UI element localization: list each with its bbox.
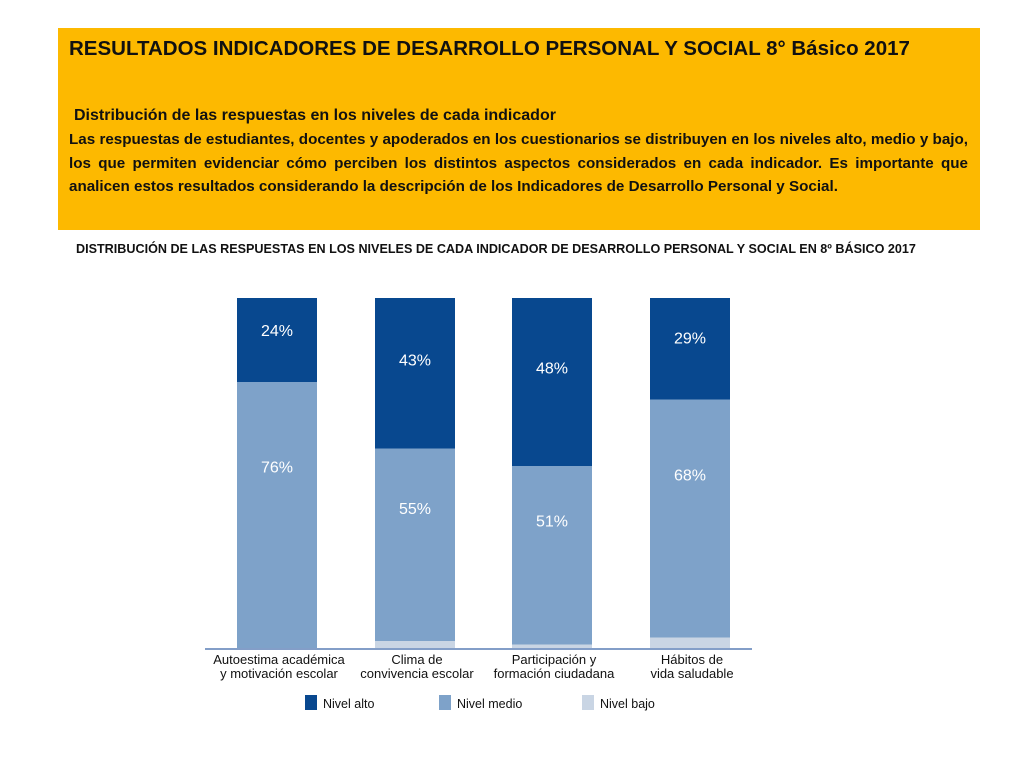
data-label-nivel-medio-4: 68% — [674, 467, 706, 484]
page-title: RESULTADOS INDICADORES DE DESARROLLO PER… — [69, 37, 910, 60]
bar-nivel-alto-3 — [512, 298, 592, 466]
category-label-4-line-2: vida saludable — [650, 666, 733, 681]
bar-nivel-alto-4 — [650, 298, 730, 400]
data-label-nivel-medio-2: 55% — [399, 501, 431, 518]
legend-label-nivel-alto: Nivel alto — [323, 697, 374, 711]
data-label-nivel-alto-2: 43% — [399, 353, 431, 370]
category-label-4-line-1: Hábitos de — [661, 652, 723, 667]
bar-nivel-medio-4 — [650, 399, 730, 638]
category-label-2-line-1: Clima de — [391, 652, 442, 667]
section-subtitle: Distribución de las respuestas en los ni… — [74, 107, 556, 124]
category-label-3-line-2: formación ciudadana — [494, 666, 615, 681]
legend-label-nivel-medio: Nivel medio — [457, 697, 522, 711]
bar-nivel-medio-3 — [512, 466, 592, 645]
bar-nivel-bajo-3 — [512, 644, 592, 648]
legend-swatch-nivel-alto — [305, 695, 317, 710]
data-label-nivel-alto-3: 48% — [536, 361, 568, 378]
bar-nivel-alto-1 — [237, 298, 317, 382]
bar-nivel-alto-2 — [375, 298, 455, 449]
bar-nivel-medio-1 — [237, 382, 317, 648]
category-label-2-line-2: convivencia escolar — [360, 666, 474, 681]
data-label-nivel-alto-4: 29% — [674, 331, 706, 348]
intro-paragraph: Las respuestas de estudiantes, docentes … — [69, 131, 968, 195]
legend-swatch-nivel-medio — [439, 695, 451, 710]
header-box: RESULTADOS INDICADORES DE DESARROLLO PER… — [58, 28, 980, 230]
data-label-nivel-medio-1: 76% — [261, 459, 293, 476]
bar-nivel-bajo-4 — [650, 637, 730, 648]
bar-nivel-bajo-2 — [375, 641, 455, 648]
bar-nivel-medio-2 — [375, 448, 455, 641]
category-label-1-line-2: y motivación escolar — [220, 666, 338, 681]
data-label-nivel-medio-3: 51% — [536, 514, 568, 531]
data-label-nivel-alto-1: 24% — [261, 323, 293, 340]
legend-label-nivel-bajo: Nivel bajo — [600, 697, 655, 711]
category-label-1-line-1: Autoestima académica — [213, 652, 345, 667]
chart-heading: DISTRIBUCIÓN DE LAS RESPUESTAS EN LOS NI… — [76, 242, 916, 256]
category-label-3-line-1: Participación y — [512, 652, 597, 667]
legend-swatch-nivel-bajo — [582, 695, 594, 710]
